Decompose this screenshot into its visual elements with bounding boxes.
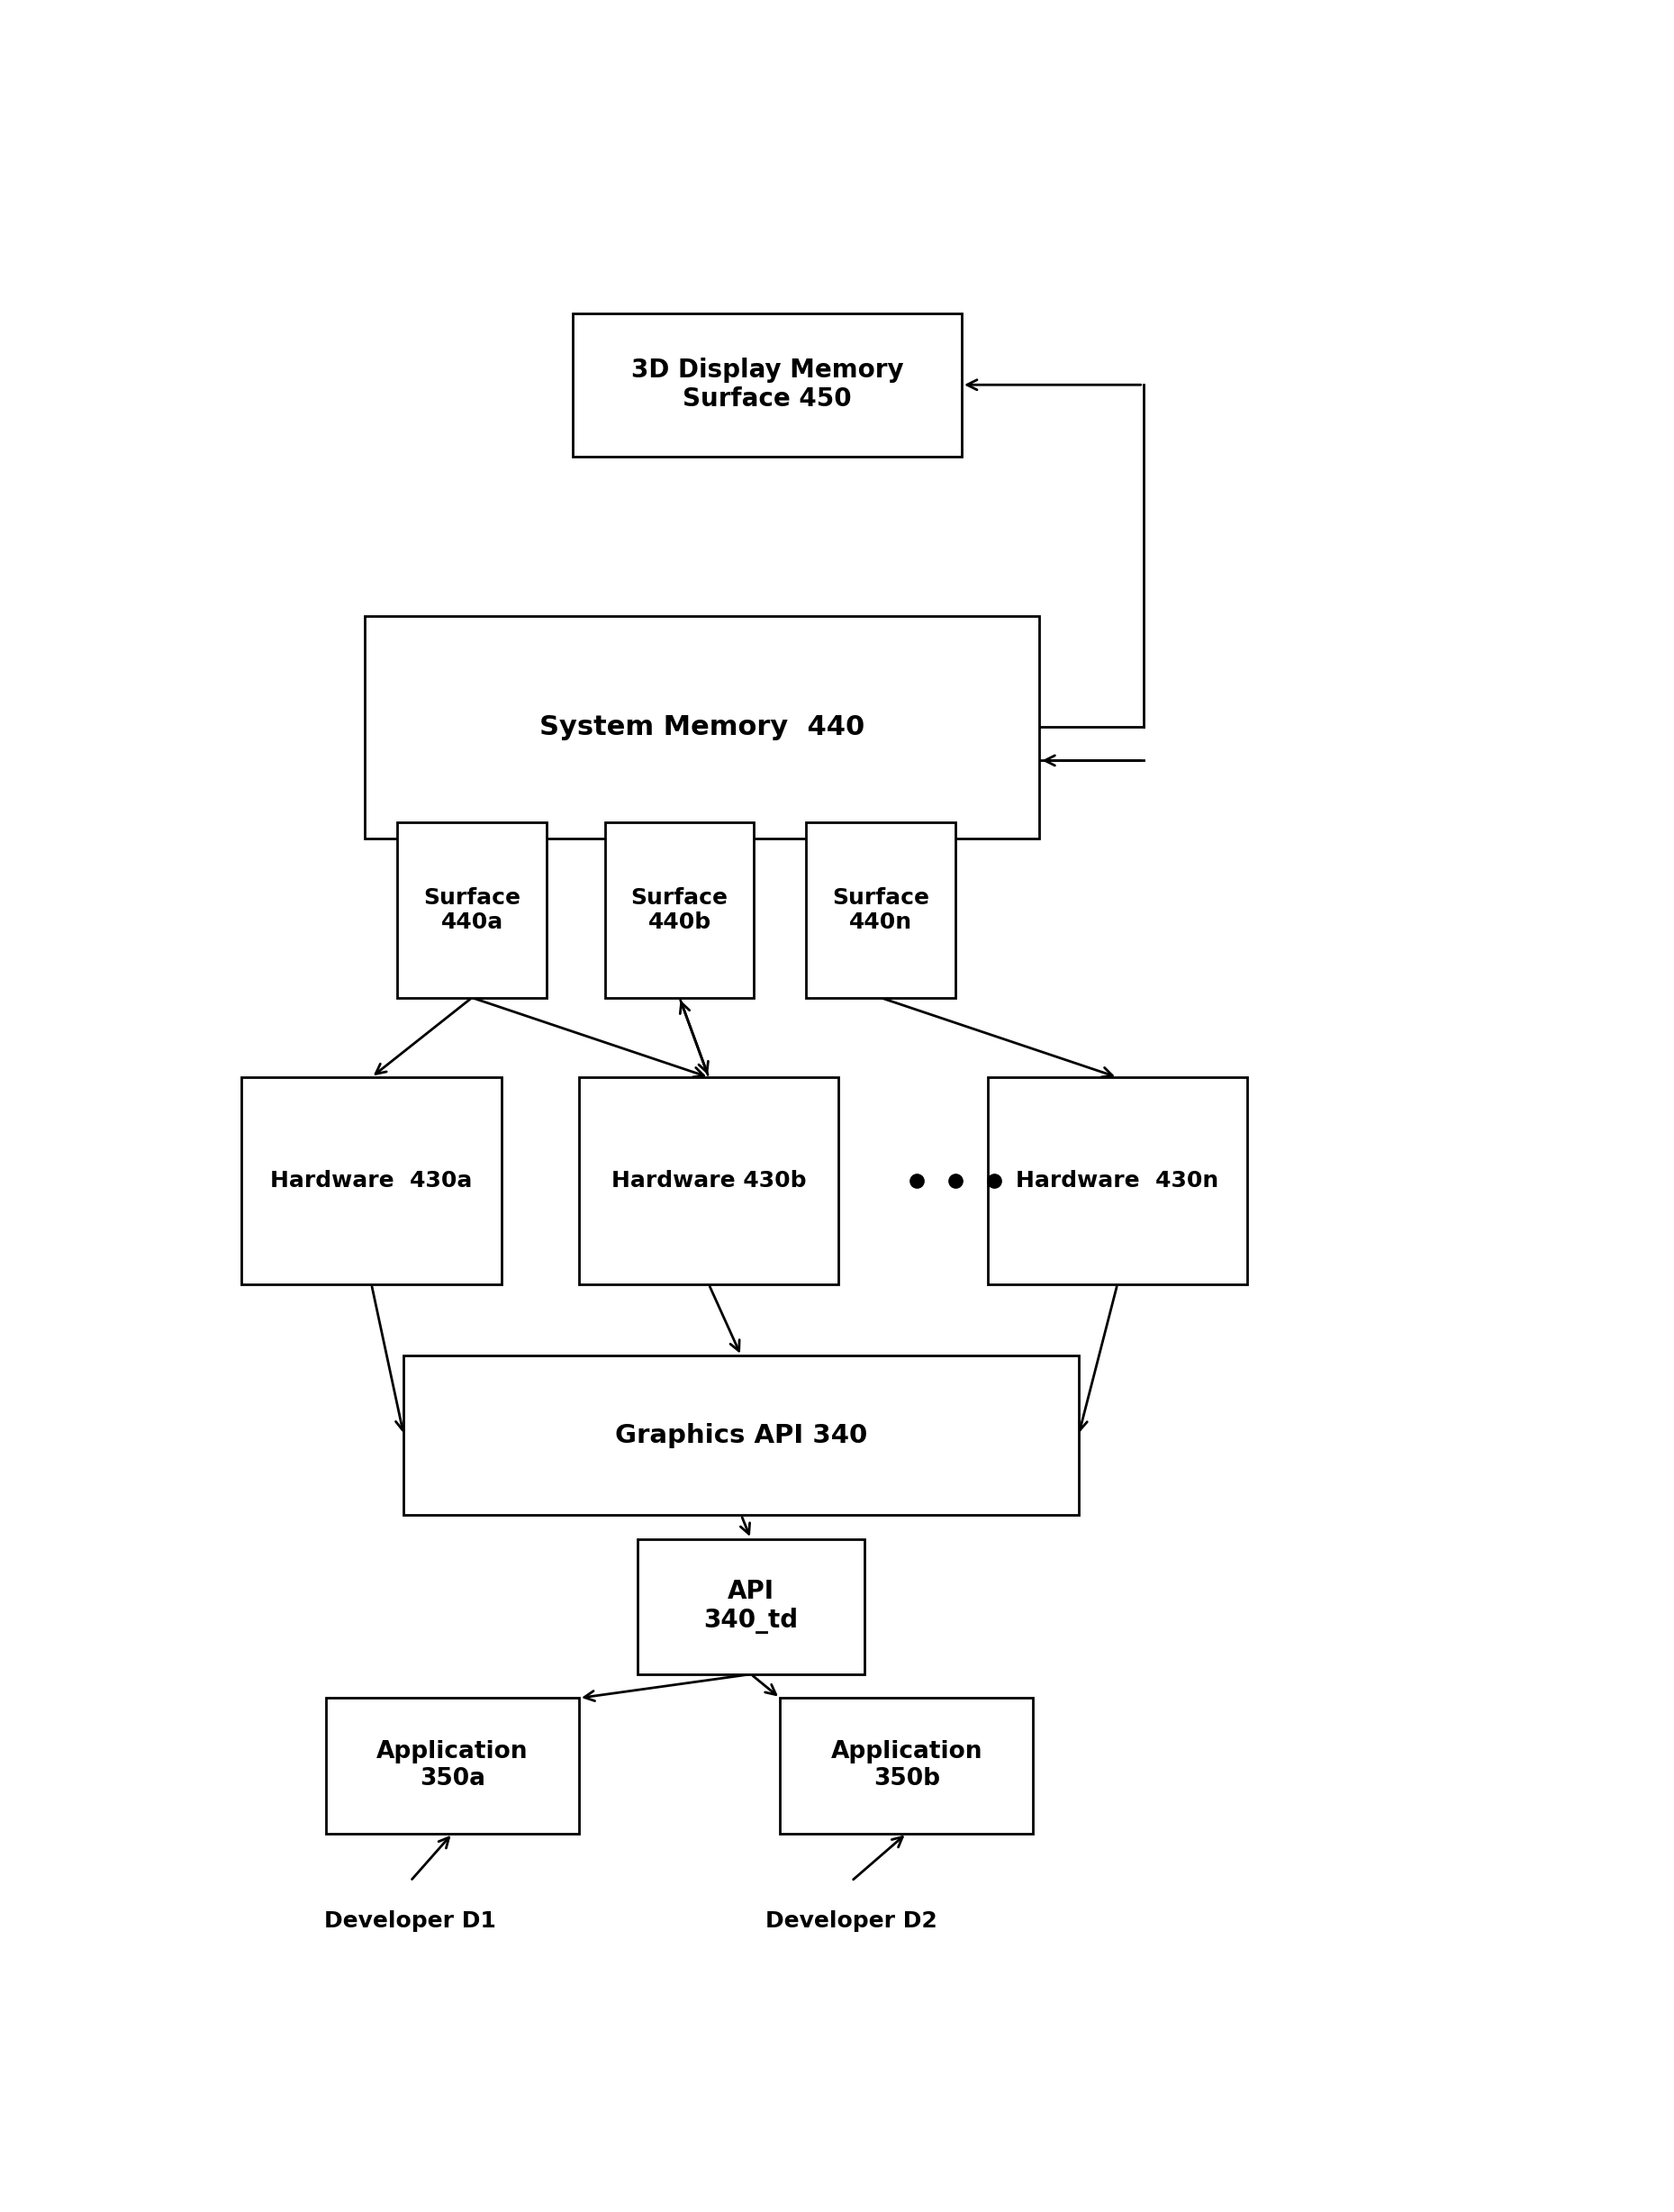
Bar <box>365 615 1040 838</box>
Text: System Memory  440: System Memory 440 <box>539 714 865 741</box>
Text: Hardware 430b: Hardware 430b <box>611 1170 807 1192</box>
Text: 3D Display Memory
Surface 450: 3D Display Memory Surface 450 <box>631 358 904 411</box>
Text: Developer D1: Developer D1 <box>325 1911 496 1931</box>
Bar <box>397 823 546 998</box>
Bar <box>241 1077 501 1285</box>
Text: Surface
440n: Surface 440n <box>832 887 929 933</box>
Text: Graphics API 340: Graphics API 340 <box>614 1422 867 1449</box>
Text: Hardware  430a: Hardware 430a <box>271 1170 472 1192</box>
Bar <box>403 1356 1078 1515</box>
Text: Surface
440a: Surface 440a <box>424 887 521 933</box>
Text: Application
350b: Application 350b <box>830 1741 983 1792</box>
Bar <box>326 1699 579 1834</box>
Text: Application
350a: Application 350a <box>377 1741 529 1792</box>
Bar <box>604 823 755 998</box>
Bar <box>780 1699 1033 1834</box>
Text: API
340_td: API 340_td <box>703 1579 798 1635</box>
Bar <box>573 314 961 456</box>
Text: Surface
440b: Surface 440b <box>631 887 728 933</box>
Bar <box>988 1077 1247 1285</box>
Bar <box>638 1540 864 1674</box>
Bar <box>579 1077 839 1285</box>
Bar <box>807 823 956 998</box>
Text: Hardware  430n: Hardware 430n <box>1016 1170 1219 1192</box>
Text: Developer D2: Developer D2 <box>765 1911 937 1931</box>
